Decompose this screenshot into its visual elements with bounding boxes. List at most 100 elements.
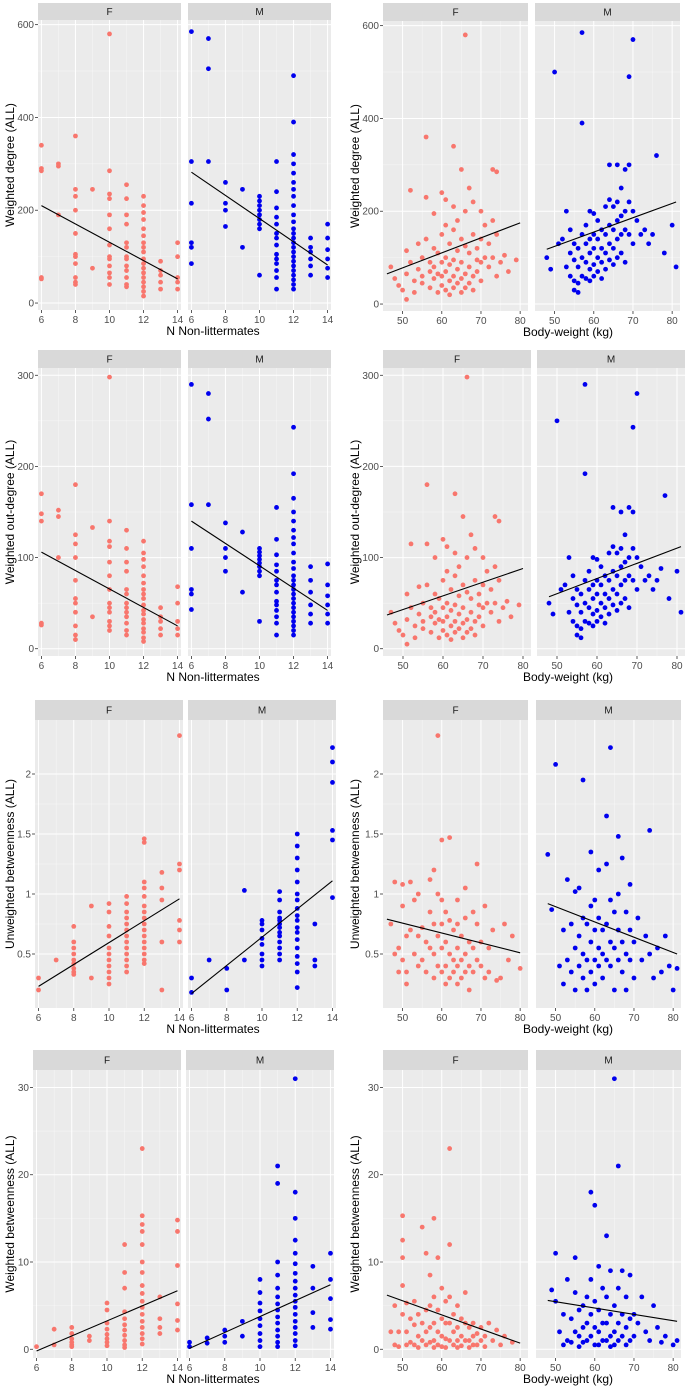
data-point — [596, 867, 602, 873]
data-point — [498, 259, 503, 265]
data-point — [482, 903, 488, 909]
data-point — [325, 256, 330, 262]
data-point — [107, 605, 112, 611]
data-point — [104, 1339, 110, 1345]
data-point — [627, 882, 633, 887]
data-point — [294, 855, 300, 861]
data-point — [458, 957, 464, 963]
chart-3: Weighted out-degree (ALL) 0 100 200 300 F 6 8 10… — [3, 350, 334, 684]
data-point — [189, 587, 194, 592]
data-point — [582, 577, 588, 583]
facet-strip — [536, 1050, 681, 1070]
data-point — [455, 1345, 460, 1350]
data-point — [274, 205, 279, 211]
data-point — [451, 1329, 456, 1335]
x-axis-title: Body-weight (kg) — [523, 670, 613, 684]
data-point — [400, 1311, 405, 1317]
data-point — [618, 232, 624, 237]
data-point — [468, 609, 474, 615]
data-point — [308, 263, 313, 269]
x-tick-label: 8 — [222, 1363, 228, 1374]
chart-2: Weighted degree (ALL) 0 200 400 600 F 50 60 70 80… — [348, 3, 680, 339]
data-point — [572, 1329, 578, 1335]
y-tick-label: 2 — [25, 770, 31, 781]
data-point — [39, 491, 44, 497]
facet-M: M 50 60 70 80 — [536, 1050, 681, 1374]
data-point — [432, 591, 438, 597]
data-point — [400, 632, 406, 638]
data-point — [419, 957, 425, 963]
data-point — [604, 1233, 609, 1239]
data-point — [447, 1294, 453, 1300]
facet-strip-label: F — [106, 706, 112, 717]
data-point — [88, 903, 94, 909]
data-point — [259, 942, 265, 947]
data-point — [619, 855, 625, 861]
data-point — [557, 1329, 562, 1335]
data-point — [291, 628, 296, 633]
data-point — [328, 1277, 333, 1282]
data-point — [141, 608, 146, 613]
data-point — [408, 1316, 413, 1322]
data-point — [436, 617, 442, 622]
y-axis-title: Unweighted betweenness (ALL) — [3, 779, 17, 949]
facet-M: M 6 8 10 12 14 — [188, 3, 334, 326]
data-point — [570, 596, 576, 601]
data-point — [275, 1294, 281, 1300]
x-tick-label: 14 — [172, 1363, 184, 1374]
data-point — [630, 546, 636, 551]
data-point — [408, 187, 413, 193]
data-point — [480, 605, 486, 611]
data-point — [448, 608, 454, 613]
data-point — [158, 632, 163, 638]
data-point — [670, 1342, 676, 1348]
data-point — [466, 1325, 472, 1330]
data-point — [494, 978, 500, 983]
data-point — [175, 1301, 180, 1307]
data-point — [451, 273, 456, 279]
x-tick-label: 80 — [515, 1013, 527, 1024]
data-point — [427, 1303, 433, 1309]
data-point — [291, 618, 296, 624]
data-point — [291, 573, 296, 579]
data-point — [592, 1202, 598, 1208]
data-point — [189, 975, 194, 981]
data-point — [141, 244, 146, 250]
data-point — [444, 568, 450, 574]
data-point — [139, 1298, 145, 1304]
data-point — [447, 1338, 453, 1343]
data-point — [583, 276, 589, 281]
data-point — [608, 963, 613, 969]
data-point — [466, 280, 472, 286]
data-point — [548, 266, 554, 272]
regression-line — [191, 171, 328, 266]
facet-strip — [536, 700, 681, 720]
data-point — [474, 1342, 480, 1348]
facet-F: F 6 8 10 12 14 — [33, 1050, 183, 1374]
x-tick-label: 80 — [515, 316, 527, 327]
data-point — [494, 273, 500, 279]
data-point — [435, 891, 441, 897]
data-point — [618, 600, 624, 606]
y-axis-title: Weighted degree (ALL) — [3, 103, 17, 227]
data-point — [223, 200, 228, 206]
data-point — [570, 618, 576, 624]
data-point — [630, 424, 636, 430]
data-point — [122, 1316, 128, 1322]
data-point — [427, 1325, 433, 1330]
data-point — [39, 276, 44, 282]
plot-panel — [383, 1070, 528, 1358]
regression-line — [38, 898, 180, 987]
x-tick-label: 14 — [322, 315, 334, 326]
data-point — [650, 232, 655, 237]
data-point — [424, 582, 430, 588]
data-point — [274, 614, 279, 620]
data-point — [674, 966, 680, 971]
data-point — [259, 936, 265, 941]
data-point — [291, 614, 296, 620]
data-point — [496, 518, 502, 524]
data-point — [257, 546, 262, 551]
y-tick-label: 300 — [362, 371, 379, 382]
data-point — [404, 297, 409, 302]
data-point — [107, 263, 112, 269]
